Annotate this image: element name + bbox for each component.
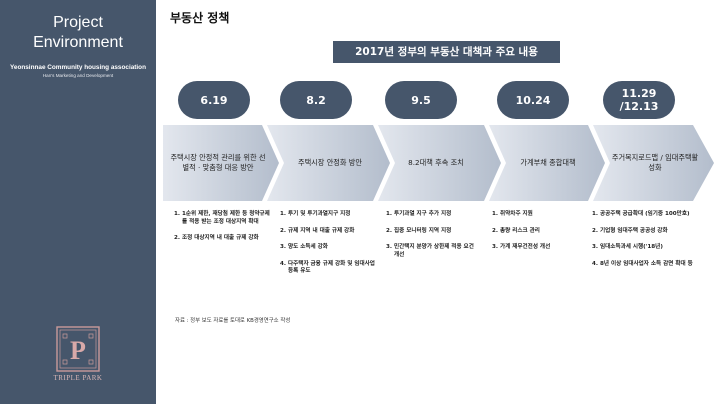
sidebar-title: Project Environment <box>0 13 156 53</box>
list-item: 3. 양도 소득세 강화 <box>280 244 328 251</box>
list-item: 1. 투기과열 지구 추가 지정 <box>386 211 452 217</box>
triple-park-logo-icon: P <box>56 326 100 372</box>
list-item: 3. 임대소득과세 시행('18년) <box>592 244 663 251</box>
policy-label-1: 주택시장 안정적 관리를 위한 선별적 · 맞춤형 대응 방안 <box>170 153 266 172</box>
policy-label-4: 가계부채 종합대책 <box>520 158 576 167</box>
policy-label-3: 8.2대책 후속 조치 <box>408 158 464 167</box>
list-item: 3. 민간택지 분양가 상한제 적용 요건 개선 <box>386 244 474 258</box>
sidebar-title-line2: Environment <box>33 34 123 51</box>
list-item: 1. 1순위 제한, 재당첨 제한 등 청약규제를 적용 받는 조정 대상지역 확… <box>174 211 270 225</box>
list-item: 2. 조정 대상지역 내 대출 규제 강화 <box>174 235 259 242</box>
notes-list-2: 1. 투기 및 투기과열지구 지정 2. 규제 지역 내 대출 규제 강화 3. 양도… <box>280 211 380 285</box>
date-pill-11-29: 11.29 /12.13 <box>603 81 675 119</box>
svg-text:P: P <box>70 336 86 365</box>
chevron-1 <box>163 125 279 201</box>
list-item: 4. 8년 이상 임대사업자 소득 감면 확대 등 <box>592 260 693 267</box>
policy-label-5: 주거복지로드맵 / 임대주택활성화 <box>611 153 699 172</box>
notes-list-3: 1. 투기과열 지구 추가 지정 2. 집중 모니터링 지역 지정 3. 민간택지 분… <box>386 211 476 268</box>
list-item: 2. 총량 리스크 관리 <box>492 227 540 234</box>
date-pill-10-24: 10.24 <box>497 81 569 119</box>
list-item: 1. 공공주택 공급확대 (임기중 100만호) <box>592 211 690 217</box>
list-item: 3. 가계 재무건전성 개선 <box>492 244 551 251</box>
page-title: 부동산 정책 <box>170 11 230 25</box>
date-pill-6-19: 6.19 <box>178 81 250 119</box>
list-item: 1. 취약차주 지원 <box>492 211 533 217</box>
logo-text: TRIPLE PARK <box>53 374 103 382</box>
notes-list-1: 1. 1순위 제한, 재당첨 제한 등 청약규제를 적용 받는 조정 대상지역 확… <box>174 211 274 252</box>
chevron-5 <box>593 125 714 201</box>
sidebar: Project Environment Yeonsinnae Community… <box>0 0 156 404</box>
list-item: 1. 투기 및 투기과열지구 지정 <box>280 211 351 217</box>
list-item: 2. 규제 지역 내 대출 규제 강화 <box>280 227 355 234</box>
chevron-2 <box>267 125 390 201</box>
notes-list-4: 1. 취약차주 지원 2. 총량 리스크 관리 3. 가계 재무건전성 개선 <box>492 211 582 261</box>
org-tagline: Han's Marketing and Development <box>42 73 114 78</box>
org-name: Yeonsinnae Community housing association <box>9 64 146 71</box>
list-item: 4. 다주택자 금융 규제 강화 및 임대사업 등록 유도 <box>280 260 375 275</box>
date-pill-9-5: 9.5 <box>385 81 457 119</box>
banner-title: 2017년 정부의 부동산 대책과 주요 내용 <box>333 41 560 63</box>
date-pill-8-2: 8.2 <box>280 81 352 119</box>
notes-list-5: 1. 공공주택 공급확대 (임기중 100만호) 2. 기업형 임대주택 공공성 강… <box>592 211 704 277</box>
list-item: 2. 집중 모니터링 지역 지정 <box>386 227 452 234</box>
list-item: 2. 기업형 임대주택 공공성 강화 <box>592 227 668 234</box>
policy-label-2: 주택시장 안정화 방안 <box>297 158 363 167</box>
chevron-3 <box>378 125 501 201</box>
sidebar-title-line1: Project <box>53 14 103 31</box>
chevron-4 <box>489 125 605 201</box>
source-note: 자료 : 정부 보도 자료를 토대로 KB경영연구소 작성 <box>175 318 291 324</box>
policy-chevron-band <box>163 125 714 201</box>
